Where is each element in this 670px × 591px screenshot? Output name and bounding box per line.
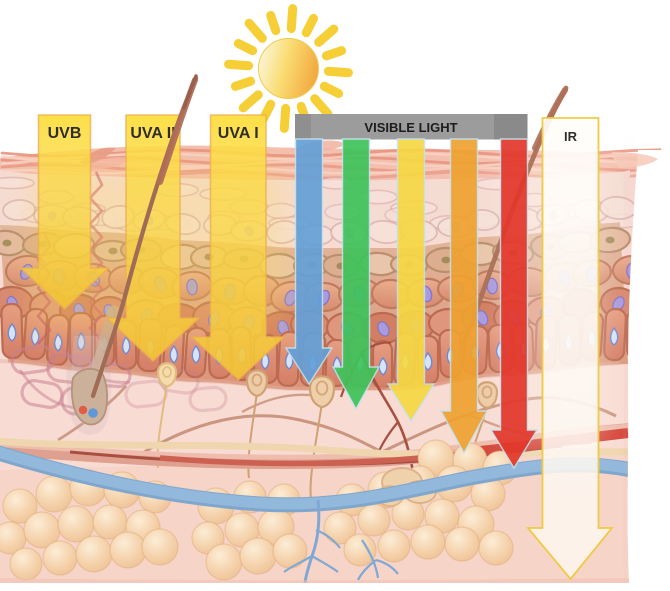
svg-text:UVA II: UVA II — [130, 125, 175, 142]
svg-text:UVA I: UVA I — [218, 125, 259, 142]
svg-text:VISIBLE LIGHT: VISIBLE LIGHT — [364, 120, 457, 135]
svg-text:IR: IR — [564, 129, 578, 144]
svg-text:UVB: UVB — [48, 125, 82, 142]
